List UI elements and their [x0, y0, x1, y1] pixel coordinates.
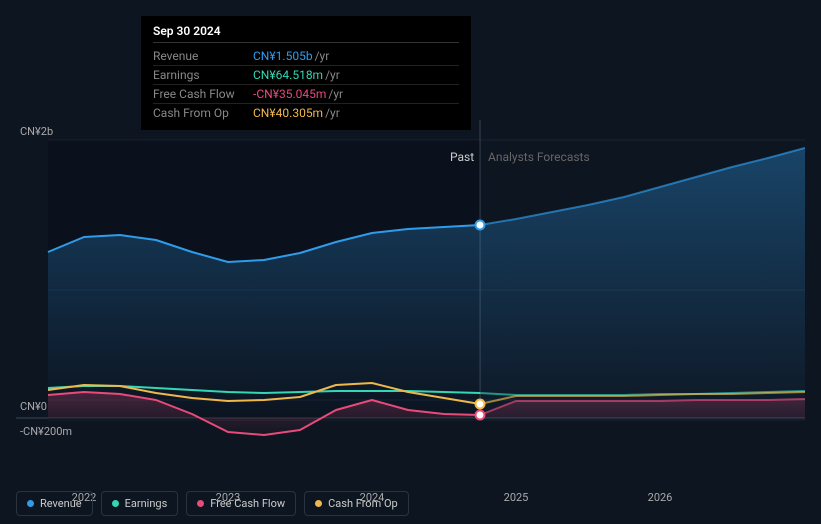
- tooltip-row-label: Cash From Op: [153, 106, 253, 120]
- past-label: Past: [450, 150, 474, 164]
- legend-label: Earnings: [125, 497, 168, 510]
- chart-legend: Revenue Earnings Free Cash Flow Cash From O…: [16, 491, 409, 516]
- legend-dot-icon: [27, 500, 34, 507]
- tooltip-date: Sep 30 2024: [153, 24, 459, 43]
- tooltip-row-label: Free Cash Flow: [153, 87, 253, 101]
- y-axis-label: CN¥0: [20, 400, 47, 413]
- tooltip-row-value: CN¥1.505b: [253, 49, 313, 63]
- chart-tooltip: Sep 30 2024 RevenueCN¥1.505b /yrEarnings…: [141, 16, 471, 130]
- tooltip-row-value: -CN¥35.045m: [253, 87, 326, 101]
- tooltip-row: RevenueCN¥1.505b /yr: [153, 47, 459, 66]
- legend-label: Free Cash Flow: [210, 497, 285, 510]
- x-axis-label: 2026: [648, 491, 673, 504]
- y-axis-label: -CN¥200m: [20, 425, 72, 438]
- legend-dot-icon: [315, 500, 322, 507]
- legend-dot-icon: [112, 500, 119, 507]
- tooltip-row: EarningsCN¥64.518m /yr: [153, 66, 459, 85]
- legend-item-cash-from-op[interactable]: Cash From Op: [304, 491, 409, 516]
- x-axis-label: 2025: [504, 491, 529, 504]
- y-axis-label: CN¥2b: [20, 125, 53, 138]
- tooltip-row-unit: /yr: [328, 87, 343, 101]
- tooltip-row: Cash From OpCN¥40.305m /yr: [153, 104, 459, 122]
- tooltip-row-unit: /yr: [315, 49, 330, 63]
- legend-item-free-cash-flow[interactable]: Free Cash Flow: [186, 491, 296, 516]
- tooltip-row-value: CN¥64.518m: [253, 68, 323, 82]
- forecast-label: Analysts Forecasts: [488, 150, 590, 164]
- financials-chart: CN¥2bCN¥0-CN¥200m 20222023202420252026 P…: [16, 120, 805, 484]
- tooltip-row-label: Revenue: [153, 49, 253, 63]
- legend-label: Revenue: [40, 497, 82, 510]
- tooltip-row-value: CN¥40.305m: [253, 106, 323, 120]
- tooltip-row-unit: /yr: [325, 106, 340, 120]
- legend-item-earnings[interactable]: Earnings: [101, 491, 179, 516]
- legend-label: Cash From Op: [328, 497, 398, 510]
- chart-svg: [16, 120, 805, 450]
- legend-item-revenue[interactable]: Revenue: [16, 491, 93, 516]
- legend-dot-icon: [197, 500, 204, 507]
- tooltip-row: Free Cash Flow-CN¥35.045m /yr: [153, 85, 459, 104]
- tooltip-row-label: Earnings: [153, 68, 253, 82]
- tooltip-row-unit: /yr: [325, 68, 340, 82]
